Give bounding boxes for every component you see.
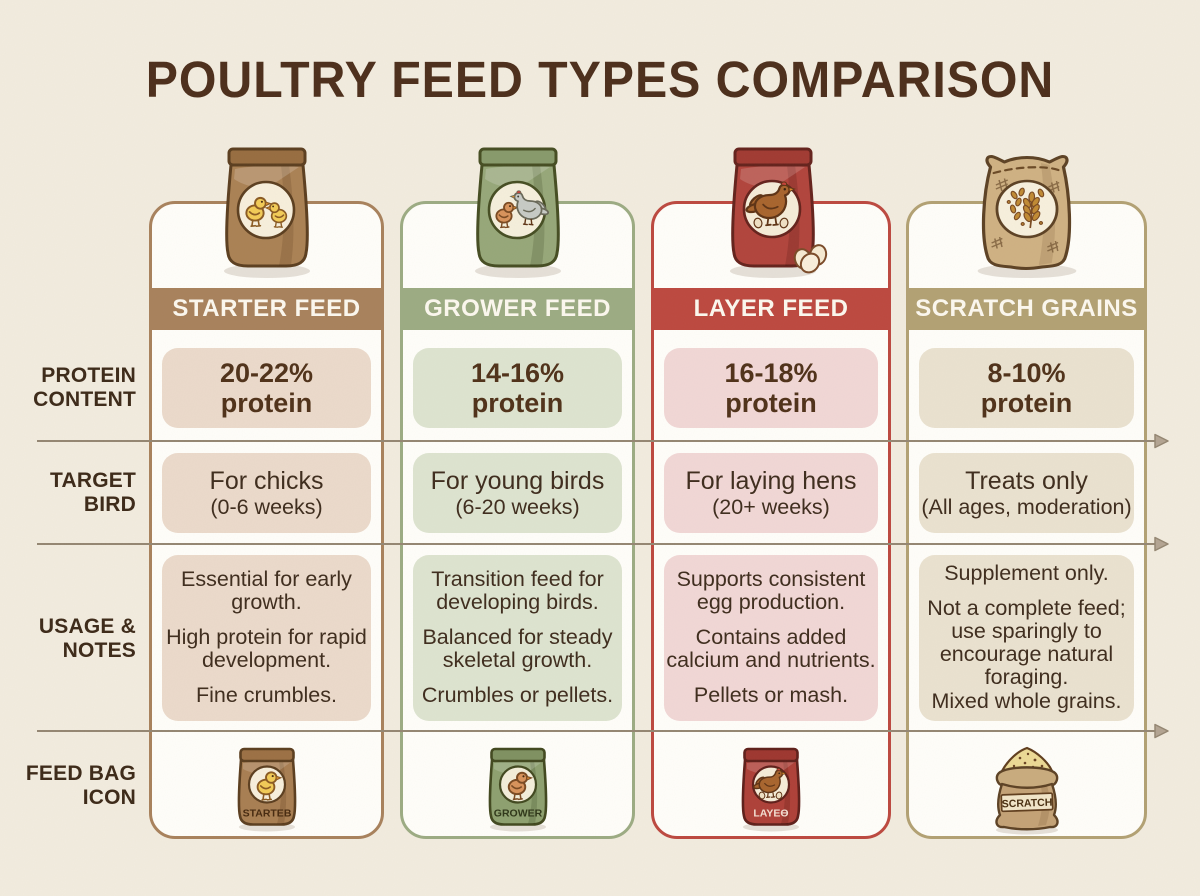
- usage-cell-starter: Essential for early growth. High protein…: [162, 554, 371, 721]
- row-label-protein-content: PROTEIN CONTENT: [33, 364, 136, 411]
- target-bird-sub: (20+ weeks): [712, 494, 830, 519]
- page-title: POULTRY FEED TYPES COMPARISON: [145, 51, 1055, 108]
- row-label-target-bird: TARGET BIRD: [50, 469, 136, 516]
- target-cell-grower: For young birds (6-20 weeks): [413, 453, 622, 533]
- layer-bag-label: LAYEƟ: [753, 808, 788, 820]
- protein-cell-scratch: 8-10% protein: [919, 347, 1134, 428]
- card-grower-feed: GROWER FEED 14-16% protein For young bir…: [400, 201, 635, 839]
- usage-paragraph: Mixed whole grains.: [931, 689, 1122, 713]
- scratch-bag-label: SCRATCH: [1001, 797, 1052, 811]
- protein-value: 14-16% protein: [470, 357, 565, 418]
- target-bird-main: For young birds: [430, 466, 605, 495]
- scratch-small-bag-icon: SCRATCH: [994, 746, 1059, 835]
- card-header-scratch: SCRATCH GRAINS: [908, 287, 1145, 330]
- protein-value: 20-22% protein: [219, 357, 314, 418]
- usage-paragraph: Not a complete feed; use sparingly to en…: [927, 596, 1126, 689]
- usage-paragraph: Supplement only.: [944, 561, 1109, 585]
- usage-cell-scratch: Supplement only. Not a complete feed; us…: [919, 554, 1134, 721]
- target-bird-sub: (All ages, moderation): [921, 494, 1132, 519]
- usage-cell-grower: Transition feed for developing birds. Ba…: [413, 554, 622, 721]
- scratch-label-patch: SCRATCH: [999, 792, 1054, 813]
- usage-paragraph: High protein for rapid development.: [166, 625, 367, 672]
- target-cell-starter: For chicks (0-6 weeks): [162, 453, 371, 533]
- starter-small-bag-icon: STARTEB: [237, 747, 296, 832]
- target-bird-main: For laying hens: [685, 466, 857, 495]
- row-label-feed-bag-icon: FEED BAG ICON: [25, 762, 136, 809]
- protein-cell-starter: 20-22% protein: [162, 347, 371, 428]
- target-bird-sub: (6-20 weeks): [455, 494, 580, 519]
- usage-paragraph: Balanced for steady skeletal growth.: [422, 625, 613, 672]
- usage-paragraph: Essential for early growth.: [181, 567, 352, 614]
- target-cell-layer: For laying hens (20+ weeks): [664, 453, 878, 533]
- card-scratch-grains: SCRATCH GRAINS 8-10% protein Treats only…: [906, 201, 1147, 839]
- protein-value: 16-18% protein: [724, 357, 818, 418]
- starter-bag-label: STARTEB: [242, 808, 291, 820]
- row-label-usage-notes: USAGE & NOTES: [38, 615, 136, 662]
- usage-paragraph: Contains added calcium and nutrients.: [666, 625, 876, 672]
- card-header-grower: GROWER FEED: [402, 287, 633, 330]
- card-starter-feed: STARTER FEED 20-22% protein For chicks (…: [149, 201, 384, 839]
- usage-paragraph: Supports consistent egg production.: [676, 567, 866, 614]
- usage-paragraph: Fine crumbles.: [196, 683, 337, 707]
- card-header-starter: STARTER FEED: [151, 287, 382, 330]
- grower-bag-label: GROWER: [493, 808, 542, 820]
- usage-paragraph: Crumbles or pellets.: [421, 683, 614, 707]
- protein-value: 8-10% protein: [980, 357, 1073, 418]
- target-bird-main: For chicks: [209, 466, 324, 495]
- usage-cell-layer: Supports consistent egg production. Cont…: [664, 554, 878, 721]
- layer-small-bag-icon: LAYEƟ: [741, 747, 801, 832]
- card-layer-feed: LAYER FEED 16-18% protein For laying hen…: [651, 201, 891, 839]
- usage-paragraph: Transition feed for developing birds.: [431, 567, 604, 614]
- target-bird-sub: (0-6 weeks): [210, 494, 323, 519]
- card-header-layer: LAYER FEED: [653, 287, 889, 330]
- grower-small-bag-icon: GROWER: [488, 747, 547, 832]
- target-bird-main: Treats only: [965, 466, 1088, 495]
- target-cell-scratch: Treats only (All ages, moderation): [919, 453, 1134, 533]
- protein-cell-layer: 16-18% protein: [664, 347, 878, 428]
- protein-cell-grower: 14-16% protein: [413, 347, 622, 428]
- usage-paragraph: Pellets or mash.: [693, 683, 849, 707]
